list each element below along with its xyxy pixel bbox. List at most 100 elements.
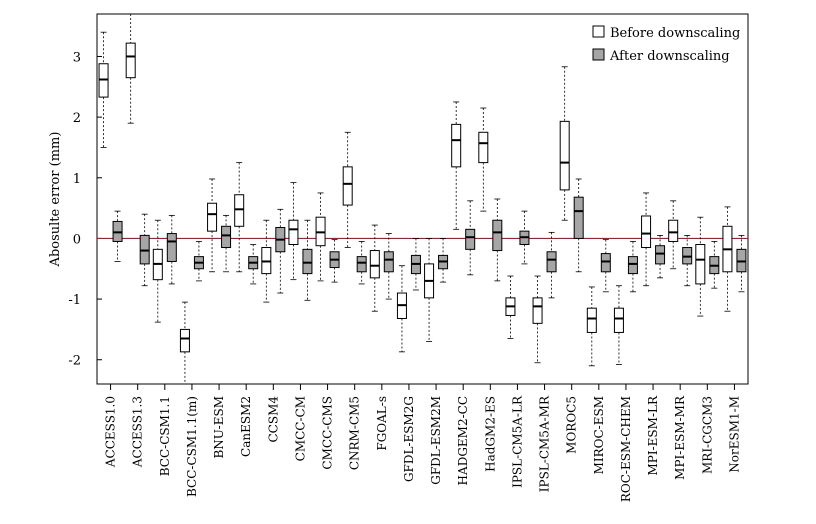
box-after-15 [519, 210, 530, 265]
box-before-10 [369, 224, 380, 312]
box-iqr [600, 253, 611, 273]
legend-swatch-after [592, 48, 605, 61]
box-before-16 [532, 275, 543, 364]
box-after-13 [465, 200, 476, 276]
box-series [98, 13, 747, 385]
box-iqr [288, 219, 299, 245]
box-iqr [613, 307, 624, 333]
box-before-9 [342, 131, 353, 248]
box-before-6 [261, 219, 272, 303]
box-iqr [302, 248, 313, 275]
box-after-3 [193, 241, 204, 282]
box-before-3 [179, 301, 190, 385]
box-before-15 [505, 275, 516, 339]
x-tick-label: CCSM4 [266, 396, 280, 443]
box-before-18 [586, 286, 597, 367]
box-after-17 [573, 178, 584, 273]
y-axis: -2 -1 0 1 2 3 [68, 50, 102, 369]
box-after-8 [329, 239, 340, 283]
box-before-12 [424, 238, 435, 342]
box-iqr [383, 251, 394, 273]
y-tick-label: 3 [73, 50, 81, 65]
box-before-23 [722, 206, 733, 312]
x-tick-label: IPSL-CM5A-MR [538, 395, 552, 492]
x-tick-label: MIROC-ESM [592, 396, 606, 474]
x-tick-label: BCC-CSM1.1 [158, 396, 172, 476]
x-tick-label: CanESM2 [239, 396, 253, 457]
box-before-1 [125, 13, 136, 124]
box-before-7 [288, 182, 299, 281]
x-tick-label: ACCESS1.3 [131, 396, 145, 468]
legend-label-before: Before downscaling [610, 26, 740, 41]
box-after-4 [221, 214, 232, 273]
box-iqr [465, 228, 476, 250]
x-tick-label: CNRM-CM5 [348, 396, 362, 470]
box-after-9 [356, 241, 367, 285]
box-iqr [125, 42, 136, 79]
y-tick-label: -2 [68, 354, 81, 369]
box-before-20 [641, 192, 652, 287]
x-tick-label: CMCC-CM [293, 396, 307, 461]
box-iqr [179, 328, 190, 353]
box-after-19 [627, 241, 638, 293]
box-iqr [573, 196, 584, 239]
x-tick-label: HADGEM2-CC [456, 396, 470, 485]
box-before-5 [234, 162, 245, 273]
box-iqr [207, 202, 218, 232]
x-tick-label: BNU-ESM [212, 396, 226, 459]
x-tick-label: MPI-ESM-LR [646, 395, 660, 475]
x-tick-label: MPI-ESM-MR [673, 395, 687, 480]
box-after-2 [166, 214, 177, 285]
x-axis: ACCESS1.0 ACCESS1.3 BCC-CSM1.1 BCC-CSM1.1(m… [104, 384, 741, 502]
box-after-18 [600, 239, 611, 293]
box-iqr [627, 256, 638, 275]
box-iqr [492, 219, 503, 252]
box-iqr [166, 233, 177, 262]
box-iqr [668, 219, 679, 242]
box-iqr [695, 243, 706, 285]
box-after-20 [655, 234, 666, 279]
box-after-5 [248, 244, 259, 285]
x-tick-label: IPSL-CM5A-LR [510, 395, 524, 488]
box-after-7 [302, 219, 313, 301]
box-before-17 [559, 66, 570, 221]
box-before-21 [668, 200, 679, 270]
box-after-12 [438, 238, 449, 283]
box-iqr [586, 307, 597, 333]
box-iqr [451, 123, 462, 168]
box-iqr [559, 120, 570, 191]
legend-label-after: After downscaling [609, 49, 730, 64]
box-after-0 [112, 210, 123, 262]
x-tick-label: NorESM1-M [727, 396, 741, 473]
y-tick-label: 2 [73, 111, 81, 126]
x-tick-label: GFDL-ESM2G [402, 396, 416, 482]
box-iqr [655, 245, 666, 265]
y-axis-title: Abosulte error (mm) [48, 132, 63, 268]
box-iqr [369, 250, 380, 279]
x-tick-label: CMCC-CMS [321, 396, 335, 470]
x-tick-label: GFDL-ESM2M [429, 396, 443, 485]
y-tick-label: 1 [73, 172, 81, 187]
y-tick-label: 0 [73, 232, 81, 247]
box-after-21 [682, 234, 693, 287]
box-after-6 [275, 208, 286, 294]
box-iqr [641, 215, 652, 249]
box-after-11 [410, 238, 421, 291]
box-after-1 [139, 213, 150, 287]
x-tick-label: MOROC5 [565, 396, 579, 454]
box-after-14 [492, 198, 503, 282]
box-iqr [532, 297, 543, 324]
box-iqr [546, 251, 557, 273]
box-before-13 [451, 101, 462, 230]
x-tick-label: HadGM2-ES [483, 396, 497, 472]
legend: Before downscaling After downscaling [592, 25, 740, 64]
box-before-19 [613, 285, 624, 365]
box-before-14 [478, 107, 489, 212]
box-iqr [221, 225, 232, 249]
y-tick-label: -1 [68, 293, 81, 308]
plot-frame [96, 13, 749, 385]
legend-swatch-before [592, 25, 605, 38]
box-before-11 [396, 265, 407, 353]
box-iqr [342, 166, 353, 206]
